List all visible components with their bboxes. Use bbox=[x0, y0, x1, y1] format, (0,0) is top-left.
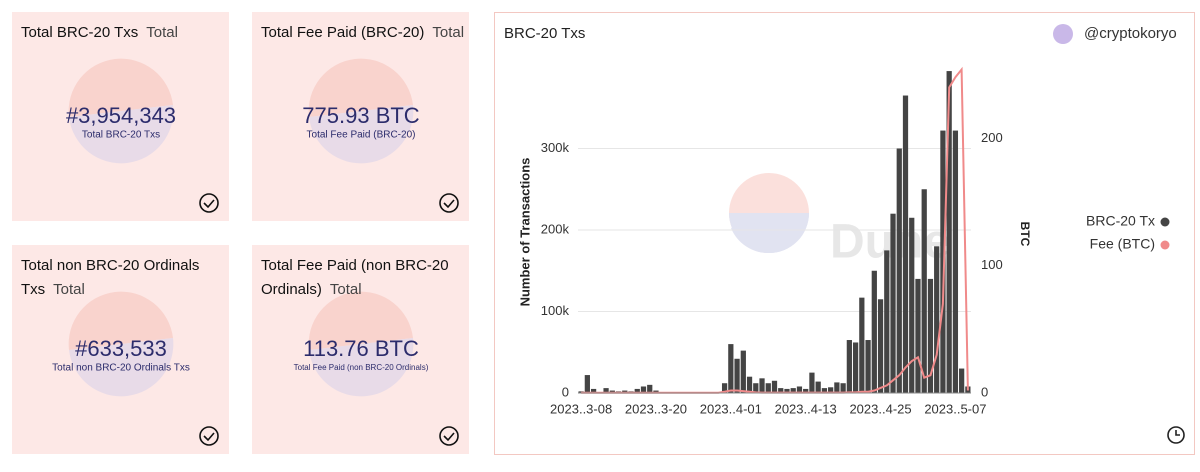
y-tick-label: 0 bbox=[562, 384, 569, 399]
bar bbox=[766, 383, 771, 393]
card-value: 775.93 BTC bbox=[302, 103, 420, 128]
bar bbox=[816, 382, 821, 393]
x-tick-label: 2023..5-07 bbox=[924, 401, 986, 416]
bar bbox=[734, 359, 739, 393]
bar bbox=[884, 250, 889, 393]
title-line: Total Fee Paid (BRC-20) bbox=[261, 24, 424, 41]
bar bbox=[809, 373, 814, 393]
bar bbox=[834, 382, 839, 393]
y2-tick-label: 0 bbox=[981, 384, 988, 399]
bar bbox=[959, 369, 964, 393]
legend-swatch bbox=[1161, 241, 1170, 250]
bar bbox=[897, 149, 902, 394]
bar bbox=[859, 298, 864, 393]
card-title: Total BRC-20 Txs Total bbox=[21, 24, 178, 41]
bar bbox=[922, 189, 927, 393]
bar bbox=[759, 378, 764, 393]
bar bbox=[934, 246, 939, 393]
legend-label: BRC-20 Tx bbox=[1086, 213, 1155, 229]
card-label: Total BRC-20 Txs bbox=[82, 130, 160, 141]
card-subtitle: Total bbox=[330, 281, 362, 298]
bar bbox=[585, 375, 590, 393]
x-tick-label: 2023..4-13 bbox=[775, 401, 837, 416]
x-tick-label: 2023..4-01 bbox=[700, 401, 762, 416]
bar bbox=[853, 342, 858, 393]
card-value: #3,954,343 bbox=[66, 103, 176, 128]
bar bbox=[878, 299, 883, 393]
bar bbox=[728, 344, 733, 393]
y2-tick-label: 100 bbox=[981, 257, 1003, 272]
bar bbox=[915, 279, 920, 393]
avatar bbox=[1053, 24, 1073, 44]
bar bbox=[953, 131, 958, 393]
x-tick-label: 2023..3-08 bbox=[550, 401, 612, 416]
x-tick-label: 2023..3-20 bbox=[625, 401, 687, 416]
card-value: #633,533 bbox=[75, 336, 167, 361]
bar bbox=[847, 340, 852, 393]
card-subtitle: Total bbox=[53, 281, 85, 298]
y-axis-title: Number of Transactions bbox=[517, 158, 532, 307]
title-line: Ordinals) bbox=[261, 281, 322, 298]
watermark-text: Dune bbox=[830, 216, 950, 269]
title-line: Total Fee Paid (non BRC-20 bbox=[261, 257, 453, 274]
chart-title: BRC-20 Txs bbox=[504, 25, 585, 42]
bar bbox=[909, 218, 914, 393]
x-tick-label: 2023..4-25 bbox=[849, 401, 911, 416]
card-label: Total non BRC-20 Ordinals Txs bbox=[52, 363, 190, 374]
y2-tick-label: 200 bbox=[981, 130, 1003, 145]
legend-label: Fee (BTC) bbox=[1090, 236, 1155, 252]
title-line: Total BRC-20 Txs bbox=[21, 24, 138, 41]
card-label: Total Fee Paid (non BRC-20 Ordinals) bbox=[294, 363, 429, 372]
y-tick-label: 200k bbox=[541, 221, 570, 236]
bar bbox=[840, 383, 845, 393]
title-line: Total non BRC-20 Ordinals bbox=[21, 257, 204, 274]
card-subtitle: Total bbox=[146, 24, 178, 41]
title-line: Txs bbox=[21, 281, 45, 298]
bar bbox=[865, 340, 870, 393]
y-tick-label: 300k bbox=[541, 140, 570, 155]
card-subtitle: Total bbox=[432, 24, 464, 41]
legend-swatch bbox=[1161, 218, 1170, 227]
y-tick-label: 100k bbox=[541, 303, 570, 318]
author[interactable]: @cryptokoryo bbox=[1084, 25, 1177, 42]
bar bbox=[890, 214, 895, 393]
bar bbox=[772, 381, 777, 393]
card-value: 113.76 BTC bbox=[303, 336, 419, 361]
card-title: Total Fee Paid (BRC-20) Total bbox=[261, 24, 464, 41]
bar bbox=[872, 271, 877, 393]
y2-axis-title: BTC bbox=[1018, 222, 1032, 247]
bar bbox=[741, 351, 746, 393]
bar bbox=[903, 96, 908, 393]
card-label: Total Fee Paid (BRC-20) bbox=[307, 130, 416, 141]
